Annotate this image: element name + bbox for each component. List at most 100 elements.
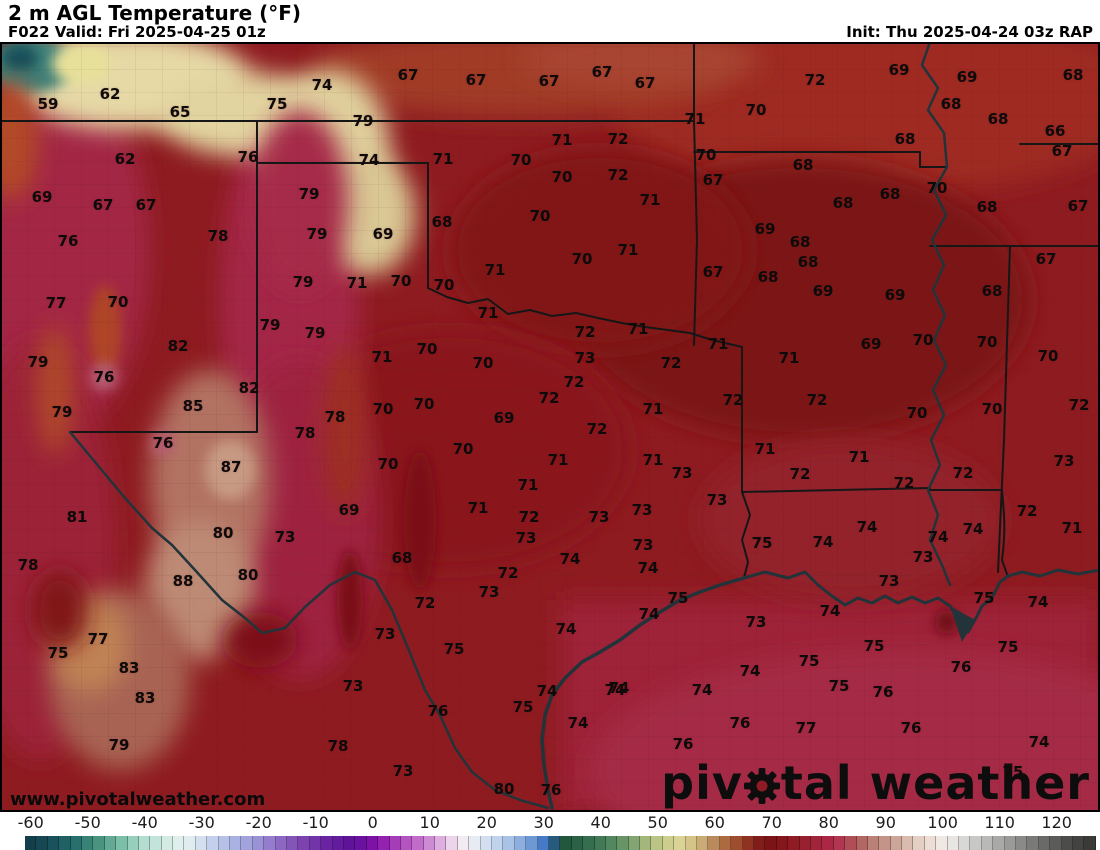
colorbar-cell <box>116 836 128 850</box>
colorbar-cell <box>560 836 572 850</box>
colorbar-cell <box>423 836 436 850</box>
colorbar-cell <box>1004 836 1016 850</box>
colorbar-cell <box>731 836 743 850</box>
colorbar-cell <box>138 836 151 850</box>
colorbar <box>25 836 1096 850</box>
colorbar-cell <box>321 836 333 850</box>
colorbar-cell <box>173 836 185 850</box>
colorbar-cell <box>628 836 641 850</box>
colorbar-cell <box>332 836 344 850</box>
colorbar-cell <box>195 836 208 850</box>
colorbar-cell <box>742 836 754 850</box>
colorbar-cell <box>366 836 379 850</box>
colorbar-tick-label: 30 <box>533 813 554 832</box>
colorbar-cell <box>469 836 481 850</box>
colorbar-cell <box>970 836 982 850</box>
colorbar-area: -60 -50 -40 -30 -20 -10 0 10 20 30 40 50 60 70 80 90 100… <box>0 812 1100 850</box>
colorbar-cell <box>674 836 686 850</box>
colorbar-cell <box>822 836 834 850</box>
brand-text-right: tal weather <box>780 756 1090 810</box>
colorbar-cell <box>571 836 584 850</box>
colorbar-cell <box>252 836 265 850</box>
colorbar-cell <box>435 836 447 850</box>
colorbar-cell <box>127 836 139 850</box>
site-watermark: www.pivotalweather.com <box>10 789 266 810</box>
colorbar-cell <box>799 836 811 850</box>
colorbar-cell <box>81 836 94 850</box>
colorbar-cell <box>47 836 60 850</box>
colorbar-cell <box>104 836 117 850</box>
colorbar-cell <box>241 836 253 850</box>
colorbar-cell <box>25 836 37 850</box>
colorbar-tick-label: -50 <box>74 813 101 832</box>
colorbar-cell <box>879 836 891 850</box>
colorbar-cell <box>719 836 732 850</box>
colorbar-tick-label: 50 <box>647 813 668 832</box>
colorbar-tick-label: 100 <box>927 813 958 832</box>
colorbar-cell <box>1061 836 1073 850</box>
colorbar-cell <box>856 836 868 850</box>
colorbar-cell <box>207 836 219 850</box>
brand-text-left: piv <box>661 756 743 810</box>
colorbar-tick-label: 120 <box>1041 813 1072 832</box>
colorbar-tick-label: -30 <box>188 813 215 832</box>
colorbar-cell <box>537 836 549 850</box>
colorbar-tick-label: 90 <box>875 813 896 832</box>
colorbar-cell <box>275 836 287 850</box>
colorbar-cell <box>218 836 231 850</box>
state-borders <box>0 41 1100 579</box>
colorbar-cell <box>343 836 356 850</box>
colorbar-cell <box>913 836 925 850</box>
colorbar-tick-label: -10 <box>302 813 329 832</box>
valid-time-label: F022 Valid: Fri 2025-04-25 01z <box>8 23 266 41</box>
brand-watermark: piv tal weather <box>661 760 1090 806</box>
colorbar-tick-label: 70 <box>761 813 782 832</box>
colorbar-cell <box>400 836 413 850</box>
county-lines <box>0 42 1100 812</box>
colorbar-cell <box>765 836 777 850</box>
gear-icon <box>743 768 780 804</box>
colorbar-cell <box>184 836 196 850</box>
colorbar-cell <box>1084 836 1096 850</box>
colorbar-cell <box>503 836 515 850</box>
colorbar-cell <box>605 836 618 850</box>
colorbar-cell <box>708 836 720 850</box>
colorbar-cell <box>651 836 663 850</box>
colorbar-cell <box>36 836 48 850</box>
colorbar-cell <box>776 836 789 850</box>
colorbar-cell <box>70 836 82 850</box>
colorbar-cell <box>936 836 948 850</box>
colorbar-cell <box>59 836 71 850</box>
colorbar-cell <box>480 836 493 850</box>
colorbar-cell <box>389 836 401 850</box>
colorbar-cell <box>457 836 470 850</box>
colorbar-cell <box>1050 836 1062 850</box>
colorbar-cell <box>446 836 458 850</box>
colorbar-cell <box>947 836 960 850</box>
colorbar-tick-label: 10 <box>419 813 440 832</box>
colorbar-cell <box>685 836 698 850</box>
colorbar-cell <box>1015 836 1028 850</box>
colorbar-cell <box>230 836 242 850</box>
colorbar-tick-label: 0 <box>367 813 378 832</box>
colorbar-tick-label: 60 <box>704 813 725 832</box>
colorbar-cell <box>514 836 527 850</box>
colorbar-cell <box>1072 836 1085 850</box>
colorbar-tick-label: -20 <box>245 813 272 832</box>
colorbar-cell <box>833 836 846 850</box>
colorbar-cell <box>924 836 937 850</box>
colorbar-cell <box>890 836 903 850</box>
map-graphic <box>0 5 1100 850</box>
colorbar-cell <box>548 836 561 850</box>
colorbar-cell <box>902 836 914 850</box>
colorbar-tick-label: 80 <box>818 813 839 832</box>
colorbar-cell <box>150 836 162 850</box>
colorbar-cell <box>993 836 1005 850</box>
colorbar-tick-label: -40 <box>131 813 158 832</box>
colorbar-tick-label: 20 <box>476 813 497 832</box>
colorbar-cell <box>1038 836 1051 850</box>
colorbar-cell <box>309 836 322 850</box>
colorbar-cell <box>640 836 652 850</box>
colorbar-cell <box>355 836 367 850</box>
